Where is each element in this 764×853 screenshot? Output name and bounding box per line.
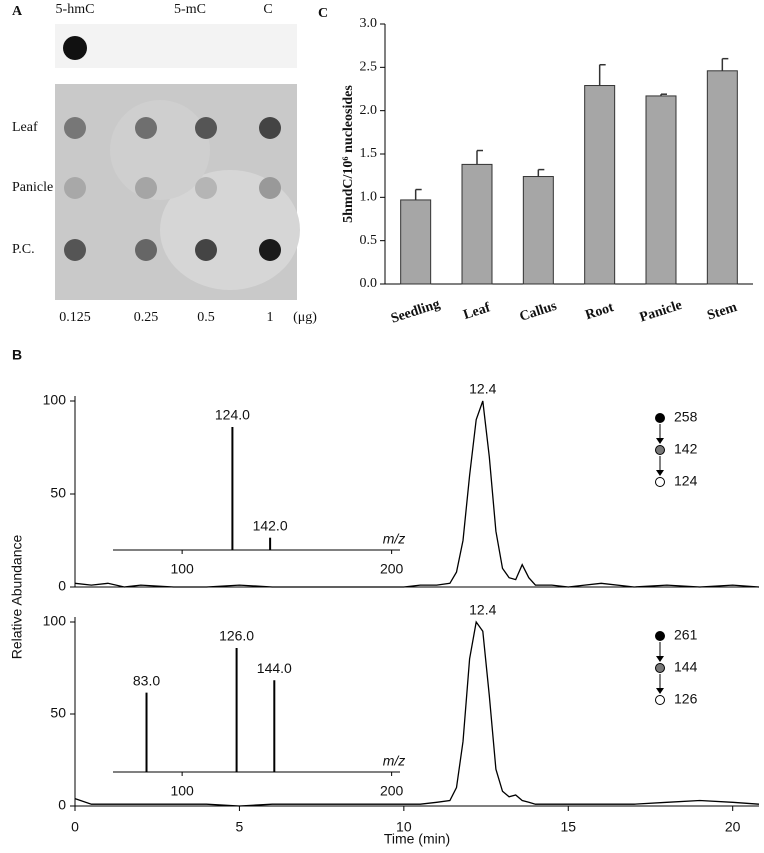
peak-mz-label: 142.0: [253, 517, 288, 533]
x-tick-label: 10: [396, 819, 412, 835]
column-label: 5-hmC: [56, 2, 95, 17]
blot-dot: [64, 177, 86, 199]
y-axis-label: 5hmdC/10⁶ nucleosides: [341, 85, 356, 223]
blot-patch: [110, 100, 210, 200]
fragment-arrowhead: [656, 438, 664, 444]
bar: [400, 199, 432, 285]
y-tick-label: 100: [43, 613, 67, 629]
blot-dot: [135, 117, 157, 139]
x-tick-label: Callus: [518, 299, 559, 325]
bar: [522, 176, 554, 285]
fragment-dot: [655, 663, 665, 673]
panel-label: A: [12, 4, 23, 19]
blot-dot: [259, 117, 281, 139]
blot-patch: [160, 170, 300, 290]
fragment-dot: [655, 445, 665, 455]
fragment-label: 144: [674, 659, 698, 675]
fragment-arrowhead: [656, 470, 664, 476]
inset-tick-label: 100: [170, 561, 194, 577]
amount-label: 0.25: [134, 310, 159, 325]
bar: [584, 85, 616, 285]
inset-tick-label: 100: [170, 783, 194, 799]
column-label: 5-mC: [174, 2, 206, 17]
y-tick-label: 0: [58, 797, 66, 813]
inset-axis-label: m/z: [383, 753, 406, 769]
y-axis-label: Relative Abundance: [9, 535, 25, 660]
x-tick-label: 15: [560, 819, 576, 835]
x-tick-label: Seedling: [389, 297, 442, 327]
fragment-dot: [655, 477, 665, 487]
bar: [461, 163, 493, 285]
x-tick-label: Leaf: [462, 300, 493, 323]
inset-tick-label: 200: [380, 783, 404, 799]
chromatogram: [74, 400, 760, 588]
amount-label: 0.5: [197, 310, 215, 325]
amount-label: 1: [267, 310, 274, 325]
column-label: C: [263, 2, 272, 17]
x-tick-label: 0: [71, 819, 79, 835]
blot-strip: [55, 24, 297, 68]
blot-dot: [64, 117, 86, 139]
y-tick-label: 2.0: [360, 103, 378, 118]
x-axis-label: Time (min): [384, 831, 450, 847]
x-tick-label: Root: [584, 300, 616, 323]
fragment-label: 142: [674, 441, 698, 457]
row-label: P.C.: [12, 242, 35, 257]
row-label: Panicle: [12, 180, 53, 195]
y-tick-label: 0.0: [360, 276, 378, 291]
y-tick-label: 2.5: [360, 60, 378, 75]
blot-dot: [195, 117, 217, 139]
x-tick-label: Stem: [706, 300, 740, 324]
blot-dot: [135, 177, 157, 199]
peak-mz-label: 124.0: [215, 407, 250, 423]
y-tick-label: 0: [58, 578, 66, 594]
row-label: Leaf: [12, 120, 38, 135]
blot-dot: [64, 239, 86, 261]
y-tick-label: 50: [50, 705, 66, 721]
y-tick-label: 1.5: [360, 146, 378, 161]
y-tick-label: 100: [43, 392, 67, 408]
fragment-label: 126: [674, 691, 698, 707]
fragment-label: 261: [674, 627, 698, 643]
peak-mz-label: 126.0: [219, 628, 254, 644]
peak-label: 12.4: [469, 381, 496, 397]
blot-dot: [195, 177, 217, 199]
inset-tick-label: 200: [380, 561, 404, 577]
peak-mz-label: 144.0: [257, 660, 292, 676]
fragment-dot: [655, 695, 665, 705]
fragment-dot: [655, 413, 665, 423]
blot-dot: [259, 239, 281, 261]
fragment-label: 124: [674, 473, 698, 489]
bar: [645, 95, 677, 285]
peak-label: 12.4: [469, 602, 496, 618]
peak-mz-label: 83.0: [133, 672, 160, 688]
bar: [706, 70, 738, 285]
blot-dot: [259, 177, 281, 199]
fragment-label: 258: [674, 409, 698, 425]
blot-dot: [63, 36, 87, 60]
x-tick-label: 5: [236, 819, 244, 835]
amount-label: 0.125: [59, 310, 91, 325]
panel-label: B: [12, 347, 22, 363]
y-tick-label: 1.0: [360, 190, 378, 205]
unit-label: (μg): [293, 310, 317, 325]
chromatogram: [74, 620, 760, 807]
panel-label: C: [318, 6, 328, 21]
y-tick-label: 3.0: [360, 16, 378, 31]
inset-axis-label: m/z: [383, 531, 406, 547]
fragment-arrowhead: [656, 688, 664, 694]
blot-dot: [135, 239, 157, 261]
fragment-arrowhead: [656, 656, 664, 662]
x-tick-label: 20: [725, 819, 741, 835]
x-tick-label: Panicle: [638, 298, 684, 326]
y-tick-label: 0.5: [360, 233, 378, 248]
blot-dot: [195, 239, 217, 261]
y-tick-label: 50: [50, 485, 66, 501]
fragment-dot: [655, 631, 665, 641]
